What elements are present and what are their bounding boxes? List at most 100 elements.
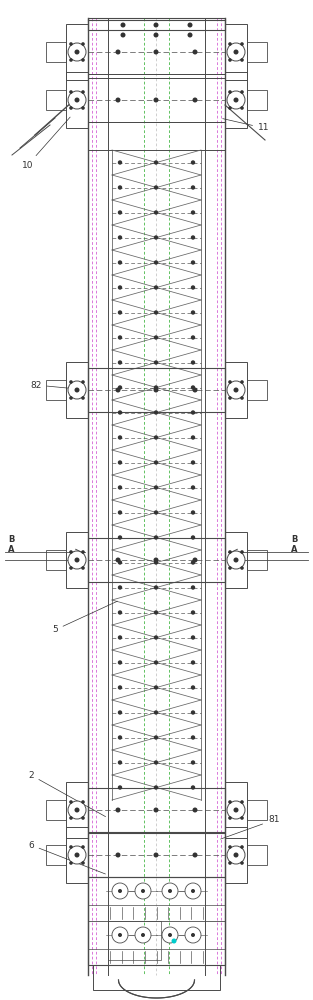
Bar (225, 24, 247, 80)
Bar (66, 72, 88, 128)
Circle shape (228, 90, 232, 94)
Circle shape (154, 585, 158, 590)
Circle shape (69, 861, 73, 865)
Circle shape (74, 49, 80, 54)
Circle shape (69, 42, 73, 46)
Circle shape (115, 49, 121, 54)
Circle shape (141, 933, 145, 937)
Circle shape (191, 560, 195, 565)
Bar (225, 532, 247, 588)
Circle shape (118, 285, 122, 290)
Bar (247, 845, 267, 865)
Circle shape (69, 106, 73, 110)
Circle shape (192, 558, 198, 562)
Bar (46, 550, 66, 570)
Circle shape (191, 185, 195, 190)
Circle shape (81, 816, 85, 820)
Bar (46, 42, 66, 62)
Circle shape (118, 235, 122, 240)
Text: A: A (8, 545, 14, 554)
Circle shape (154, 710, 158, 715)
Circle shape (154, 410, 158, 415)
Circle shape (135, 927, 151, 943)
Circle shape (240, 106, 244, 110)
Text: A: A (291, 545, 297, 554)
Circle shape (240, 380, 244, 384)
Bar (66, 362, 88, 418)
Bar (46, 845, 66, 865)
Circle shape (227, 91, 245, 109)
Circle shape (228, 816, 232, 820)
Circle shape (115, 387, 121, 392)
Circle shape (118, 160, 122, 165)
Circle shape (191, 635, 195, 640)
Bar (88, 877, 225, 965)
Circle shape (118, 310, 122, 315)
Circle shape (154, 385, 158, 390)
Circle shape (162, 927, 178, 943)
Circle shape (118, 385, 122, 390)
Circle shape (68, 551, 86, 569)
Bar (88, 538, 225, 582)
Circle shape (112, 883, 128, 899)
Circle shape (240, 90, 244, 94)
Bar (88, 788, 225, 832)
Circle shape (69, 58, 73, 62)
Circle shape (191, 760, 195, 765)
Circle shape (228, 58, 232, 62)
Circle shape (191, 285, 195, 290)
Circle shape (185, 883, 201, 899)
Circle shape (233, 98, 239, 103)
Bar (108, 921, 161, 960)
Circle shape (153, 387, 158, 392)
Circle shape (81, 396, 85, 400)
Circle shape (141, 889, 145, 893)
Circle shape (191, 585, 195, 590)
Text: B: B (291, 535, 297, 544)
Bar (247, 550, 267, 570)
Circle shape (118, 335, 122, 340)
Circle shape (112, 927, 128, 943)
Bar (66, 532, 88, 588)
Circle shape (154, 435, 158, 440)
Bar (225, 362, 247, 418)
Circle shape (191, 485, 195, 490)
Circle shape (118, 610, 122, 615)
Text: 5: 5 (52, 601, 117, 635)
Circle shape (121, 32, 126, 37)
Circle shape (153, 558, 158, 562)
Bar (247, 90, 267, 110)
Circle shape (154, 610, 158, 615)
Circle shape (191, 210, 195, 215)
Circle shape (228, 800, 232, 804)
Circle shape (69, 380, 73, 384)
Circle shape (192, 852, 198, 857)
Circle shape (240, 861, 244, 865)
Circle shape (69, 800, 73, 804)
Circle shape (191, 385, 195, 390)
Circle shape (228, 106, 232, 110)
Bar (108, 18, 205, 30)
Circle shape (74, 852, 80, 857)
Circle shape (154, 785, 158, 790)
Circle shape (81, 106, 85, 110)
Bar (247, 800, 267, 820)
Circle shape (118, 785, 122, 790)
Circle shape (118, 210, 122, 215)
Circle shape (154, 760, 158, 765)
Circle shape (191, 710, 195, 715)
Circle shape (191, 735, 195, 740)
Circle shape (191, 510, 195, 515)
Circle shape (191, 889, 195, 893)
Circle shape (118, 889, 122, 893)
Circle shape (191, 685, 195, 690)
Circle shape (81, 566, 85, 570)
Bar (88, 74, 225, 78)
Circle shape (81, 550, 85, 554)
Circle shape (233, 558, 239, 562)
Circle shape (227, 801, 245, 819)
Circle shape (240, 42, 244, 46)
Bar (247, 42, 267, 62)
Circle shape (154, 460, 158, 465)
Circle shape (228, 42, 232, 46)
